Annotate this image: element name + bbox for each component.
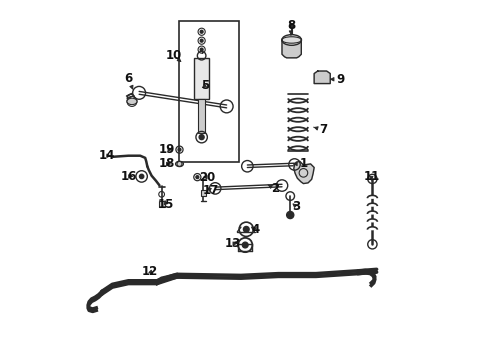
Text: 12: 12 xyxy=(142,265,158,278)
Circle shape xyxy=(200,30,203,33)
Text: 18: 18 xyxy=(158,157,174,170)
Polygon shape xyxy=(313,71,329,84)
Text: 4: 4 xyxy=(250,223,259,236)
Text: 20: 20 xyxy=(199,171,215,184)
Circle shape xyxy=(200,39,203,42)
Text: 2: 2 xyxy=(267,183,278,195)
Bar xyxy=(193,58,209,99)
Circle shape xyxy=(242,242,247,248)
Circle shape xyxy=(199,135,203,140)
Text: 10: 10 xyxy=(165,49,182,62)
Text: 5: 5 xyxy=(201,79,209,92)
Bar xyxy=(201,190,206,197)
Text: 16: 16 xyxy=(120,170,136,183)
Text: 8: 8 xyxy=(286,19,294,35)
Text: 19: 19 xyxy=(158,143,174,156)
Circle shape xyxy=(196,176,198,179)
Text: 1: 1 xyxy=(293,157,307,170)
Circle shape xyxy=(178,148,181,151)
Ellipse shape xyxy=(175,161,183,167)
Circle shape xyxy=(286,211,293,219)
Bar xyxy=(198,99,204,133)
Text: 7: 7 xyxy=(313,123,326,136)
Circle shape xyxy=(200,48,203,51)
Text: 13: 13 xyxy=(224,237,241,250)
Text: 3: 3 xyxy=(292,200,300,213)
Text: 9: 9 xyxy=(330,73,345,86)
Text: 6: 6 xyxy=(124,72,133,89)
Text: 14: 14 xyxy=(99,149,115,162)
Ellipse shape xyxy=(127,98,137,105)
Ellipse shape xyxy=(281,35,301,45)
Polygon shape xyxy=(293,161,313,184)
Polygon shape xyxy=(282,40,301,58)
Text: 15: 15 xyxy=(158,198,174,211)
Text: 17: 17 xyxy=(202,184,218,197)
Circle shape xyxy=(289,23,293,28)
Circle shape xyxy=(139,174,143,179)
Circle shape xyxy=(243,226,248,232)
Bar xyxy=(159,201,165,207)
Bar xyxy=(179,21,239,162)
Text: 11: 11 xyxy=(363,170,379,183)
